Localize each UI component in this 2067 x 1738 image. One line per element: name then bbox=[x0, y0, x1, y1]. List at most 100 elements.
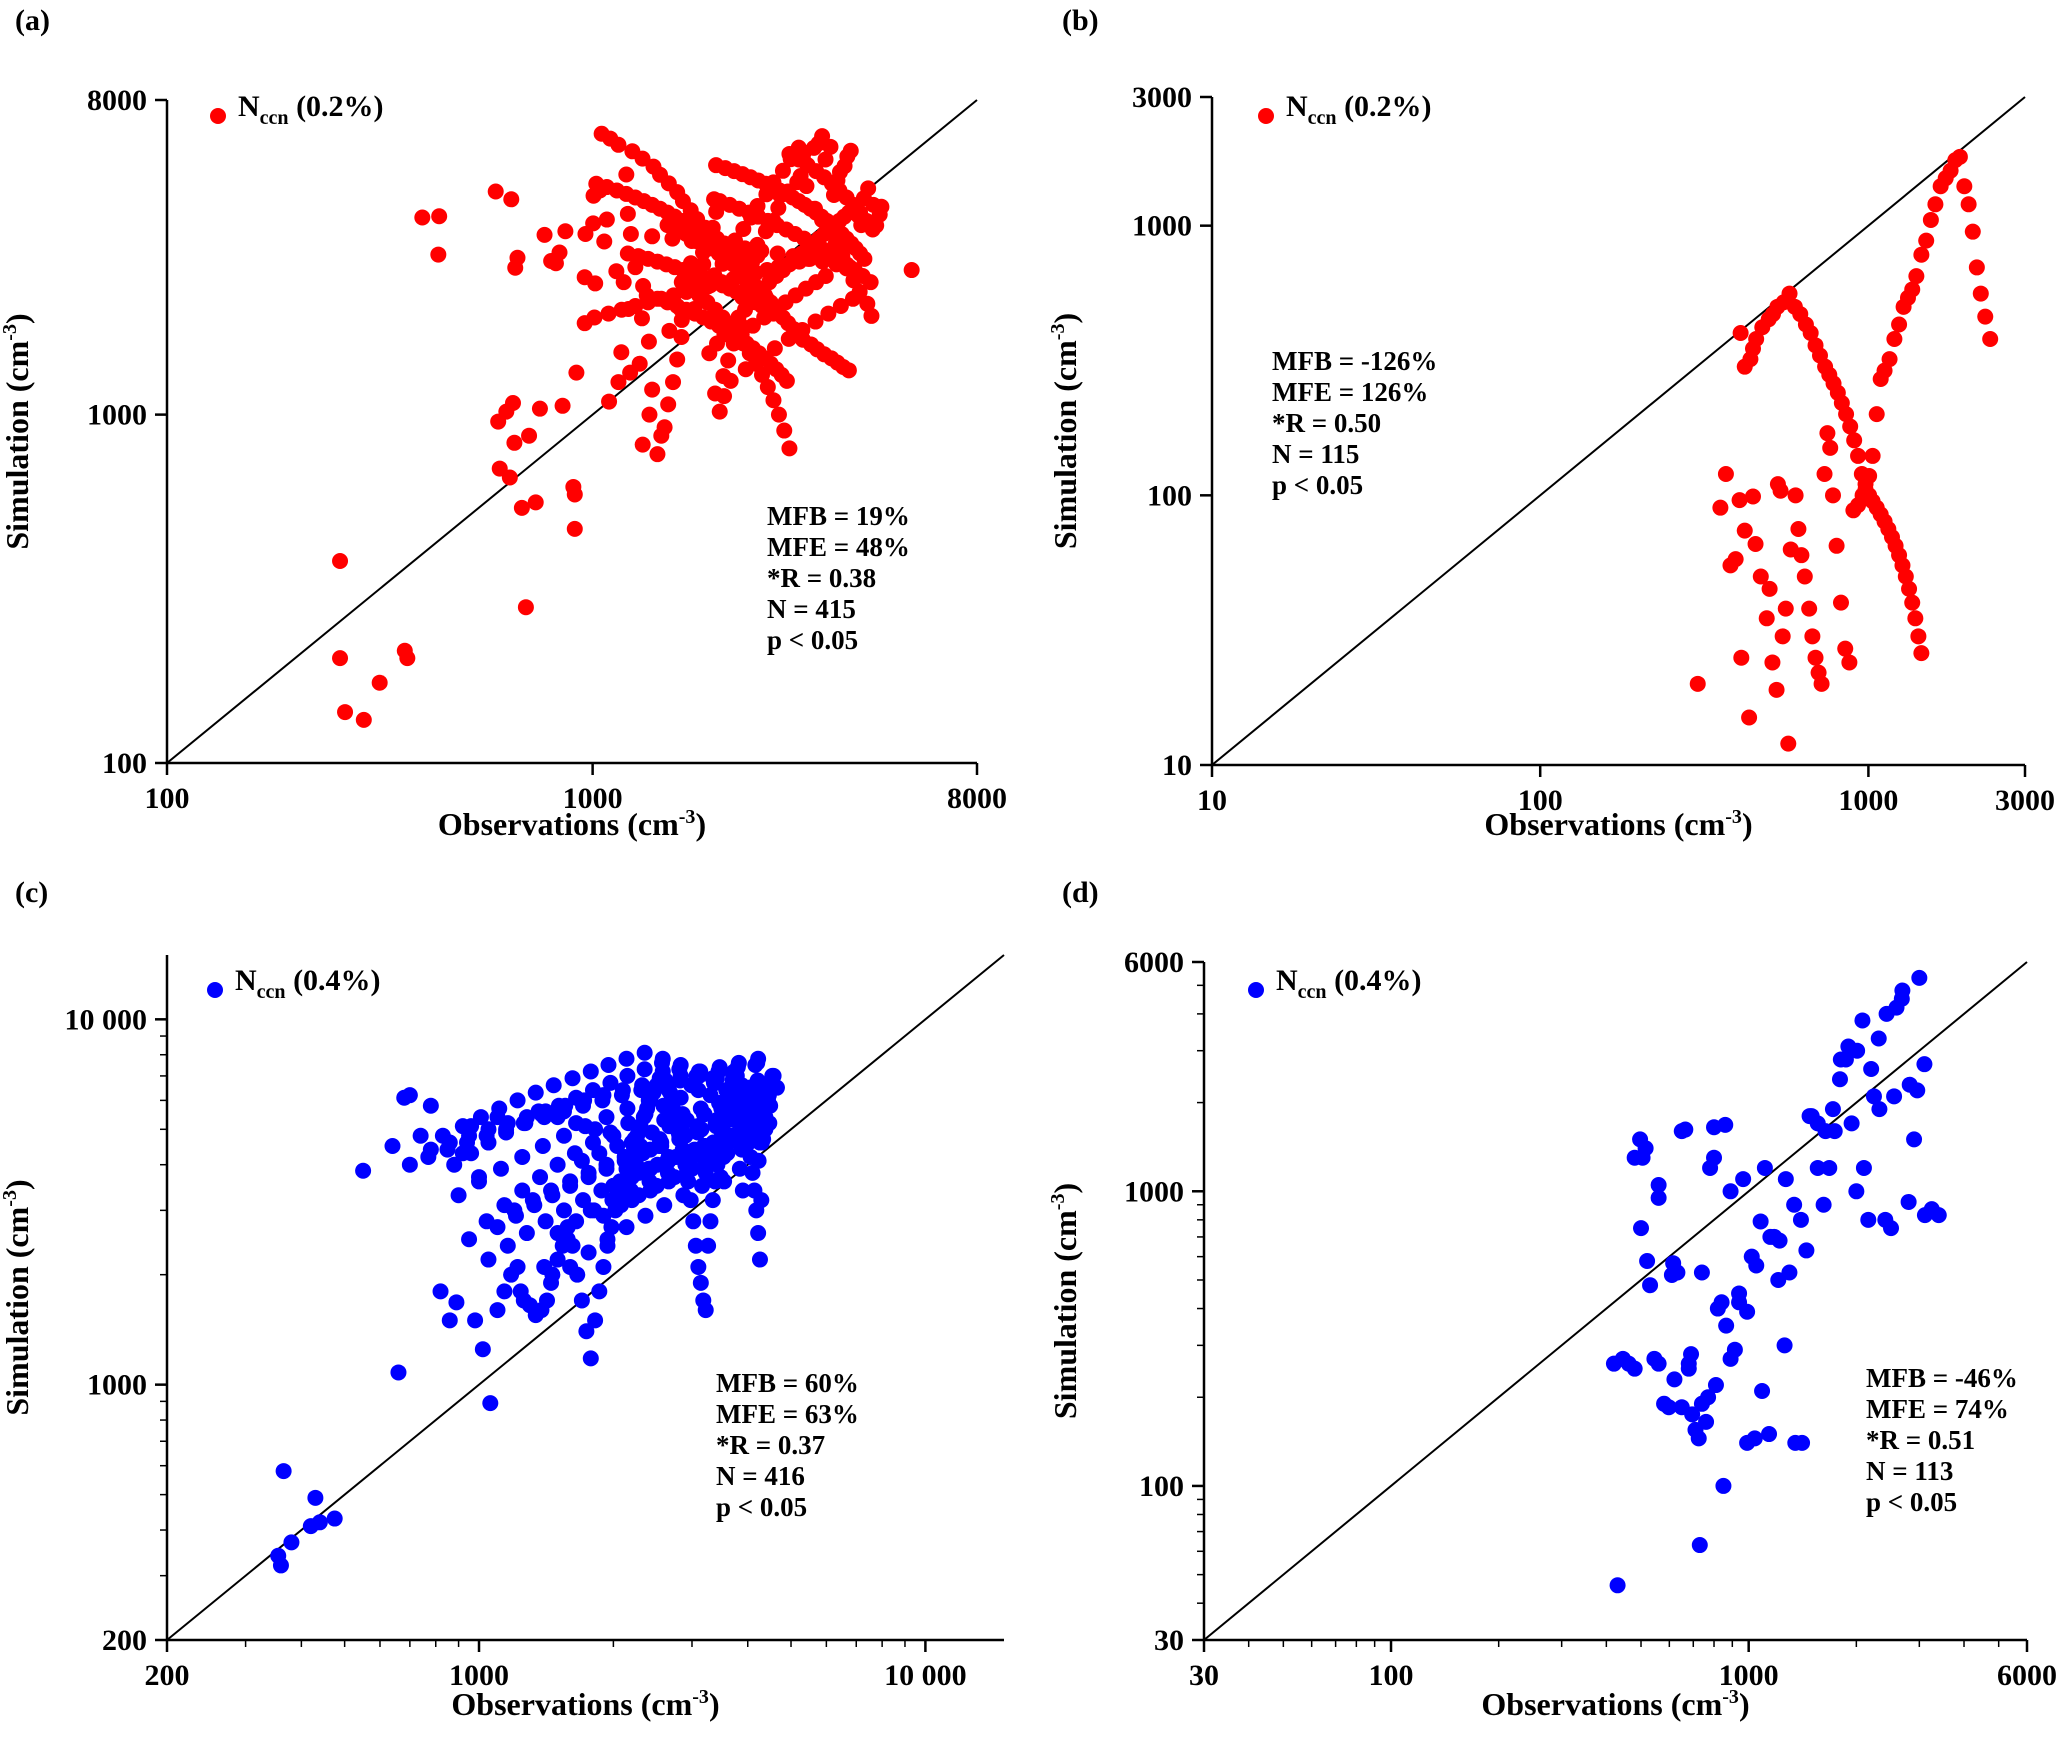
data-point bbox=[1977, 308, 1994, 325]
data-point bbox=[759, 379, 776, 396]
data-point bbox=[575, 1097, 592, 1114]
data-point bbox=[1798, 1242, 1815, 1259]
y-tick-label: 100 bbox=[1139, 1470, 1184, 1503]
data-point bbox=[283, 1534, 300, 1551]
data-point bbox=[514, 1182, 531, 1199]
data-point bbox=[1680, 1355, 1697, 1372]
stat-line: *R = 0.37 bbox=[716, 1430, 825, 1460]
x-axis-title: Observations (cm-3) bbox=[451, 1686, 719, 1722]
data-point bbox=[751, 1134, 768, 1151]
data-point bbox=[1906, 1131, 1923, 1148]
data-point bbox=[1951, 148, 1968, 165]
data-point bbox=[1904, 594, 1921, 611]
data-point bbox=[412, 1127, 429, 1144]
data-point bbox=[776, 422, 793, 439]
stat-line: MFB = -46% bbox=[1866, 1363, 2018, 1393]
data-point bbox=[1689, 675, 1706, 692]
data-point bbox=[1855, 1159, 1872, 1176]
data-point bbox=[1786, 1196, 1803, 1213]
data-point bbox=[1677, 1121, 1694, 1138]
panel-d: (d) 30 100 1000 6000 30 100 1000 6000 Observation… bbox=[1047, 876, 2057, 1722]
data-point bbox=[580, 1244, 597, 1261]
data-point bbox=[1744, 488, 1761, 505]
data-point bbox=[1747, 535, 1764, 552]
data-point bbox=[487, 183, 504, 200]
data-point bbox=[582, 1350, 599, 1367]
stat-line: p < 0.05 bbox=[1866, 1487, 1957, 1517]
data-point bbox=[1787, 487, 1804, 504]
data-point bbox=[603, 1219, 620, 1236]
data-point bbox=[1780, 735, 1797, 752]
data-point bbox=[518, 1225, 535, 1242]
data-point bbox=[636, 1061, 653, 1078]
data-point bbox=[549, 1156, 566, 1173]
data-point bbox=[1843, 1115, 1860, 1132]
y-tick-label: 1000 bbox=[1124, 1175, 1184, 1208]
y-tick-label: 10 000 bbox=[65, 1003, 148, 1036]
data-point bbox=[750, 1084, 767, 1101]
x-tick-label: 6000 bbox=[1997, 1659, 2057, 1692]
data-point bbox=[587, 1121, 604, 1138]
data-point bbox=[700, 1237, 717, 1254]
data-point bbox=[640, 333, 657, 350]
data-point bbox=[856, 250, 873, 267]
data-point bbox=[820, 305, 837, 322]
scatter-series bbox=[332, 125, 920, 728]
data-point bbox=[644, 228, 661, 245]
data-point bbox=[512, 1283, 529, 1300]
data-point bbox=[708, 1112, 725, 1129]
data-point bbox=[1768, 681, 1785, 698]
data-point bbox=[1642, 1277, 1659, 1294]
x-tick-label: 10 bbox=[1197, 784, 1227, 817]
data-point bbox=[450, 1187, 467, 1204]
y-axis-title: Simulation (cm-3) bbox=[1047, 313, 1083, 549]
data-point bbox=[733, 1141, 750, 1158]
data-point bbox=[1982, 330, 1999, 347]
data-point bbox=[863, 307, 880, 324]
data-point bbox=[733, 326, 750, 343]
data-point bbox=[690, 1082, 707, 1099]
data-point bbox=[549, 1225, 566, 1242]
data-point bbox=[555, 1202, 572, 1219]
data-point bbox=[660, 396, 677, 413]
data-point bbox=[478, 1127, 495, 1144]
data-point bbox=[729, 1059, 746, 1076]
data-point bbox=[499, 1237, 516, 1254]
data-point bbox=[1605, 1355, 1622, 1372]
data-point bbox=[545, 1077, 562, 1094]
data-point bbox=[860, 180, 877, 197]
y-tick-label: 3000 bbox=[1132, 81, 1192, 114]
data-point bbox=[1713, 1294, 1730, 1311]
data-point bbox=[683, 1148, 700, 1165]
data-point bbox=[675, 1187, 692, 1204]
data-point bbox=[746, 1100, 763, 1117]
data-point bbox=[1752, 1213, 1769, 1230]
data-point bbox=[422, 1097, 439, 1114]
stat-line: *R = 0.51 bbox=[1866, 1425, 1975, 1455]
data-point bbox=[536, 226, 553, 243]
data-point bbox=[1732, 324, 1749, 341]
data-point bbox=[817, 267, 834, 284]
data-point bbox=[543, 1274, 560, 1291]
data-point bbox=[554, 397, 571, 414]
stat-line: p < 0.05 bbox=[1272, 470, 1363, 500]
data-point bbox=[637, 1207, 654, 1224]
data-point bbox=[692, 1100, 709, 1117]
data-point bbox=[605, 1127, 622, 1144]
data-point bbox=[1864, 447, 1881, 464]
data-point bbox=[526, 1197, 543, 1214]
data-point bbox=[568, 1115, 585, 1132]
data-point bbox=[1650, 1355, 1667, 1372]
data-point bbox=[690, 1067, 707, 1084]
data-point bbox=[1776, 1337, 1793, 1354]
y-tick-label: 8000 bbox=[87, 84, 147, 117]
data-point bbox=[770, 406, 787, 423]
data-point bbox=[1972, 285, 1989, 302]
data-point bbox=[711, 403, 728, 420]
data-point bbox=[780, 330, 797, 347]
data-point bbox=[702, 1141, 719, 1158]
data-point bbox=[1731, 1285, 1748, 1302]
data-point bbox=[501, 469, 518, 486]
data-point bbox=[720, 352, 737, 369]
data-point bbox=[656, 1112, 673, 1129]
